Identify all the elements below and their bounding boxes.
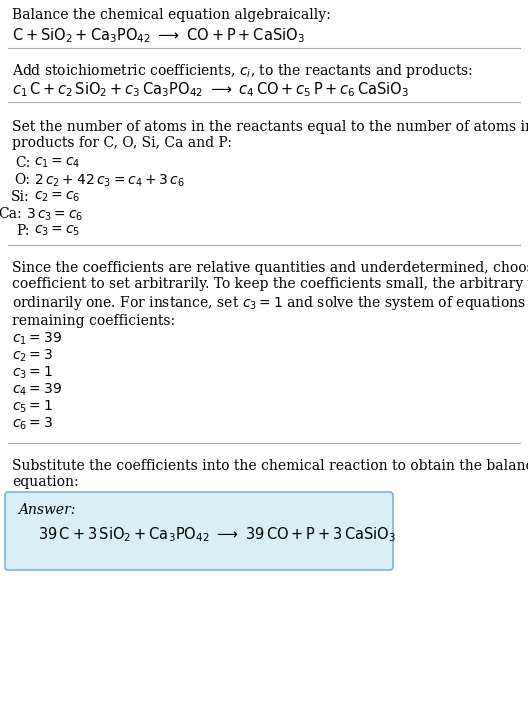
Text: $c_2 = c_6$: $c_2 = c_6$ — [34, 190, 80, 204]
Text: $2\,c_2 + 42\,c_3 = c_4 + 3\,c_6$: $2\,c_2 + 42\,c_3 = c_4 + 3\,c_6$ — [34, 173, 185, 190]
Text: $c_1 = 39$: $c_1 = 39$ — [12, 331, 62, 347]
Text: C:: C: — [15, 156, 30, 170]
Text: Balance the chemical equation algebraically:: Balance the chemical equation algebraica… — [12, 8, 331, 22]
Text: $c_1\,\mathrm{C} + c_2\,\mathrm{SiO_2} + c_3\,\mathrm{Ca_3PO_{42}}\ \longrightar: $c_1\,\mathrm{C} + c_2\,\mathrm{SiO_2} +… — [12, 80, 409, 99]
Text: $c_2 = 3$: $c_2 = 3$ — [12, 348, 53, 364]
Text: $c_5 = 1$: $c_5 = 1$ — [12, 399, 53, 415]
Text: Add stoichiometric coefficients, $c_i$, to the reactants and products:: Add stoichiometric coefficients, $c_i$, … — [12, 62, 473, 80]
Text: $c_3 = c_5$: $c_3 = c_5$ — [34, 224, 80, 238]
Text: $3\,c_3 = c_6$: $3\,c_3 = c_6$ — [26, 207, 83, 223]
Text: Set the number of atoms in the reactants equal to the number of atoms in the
pro: Set the number of atoms in the reactants… — [12, 120, 528, 150]
Text: $c_3 = 1$: $c_3 = 1$ — [12, 365, 53, 382]
FancyBboxPatch shape — [5, 492, 393, 570]
Text: Ca:: Ca: — [0, 207, 22, 221]
Text: $39\,\mathrm{C} + 3\,\mathrm{SiO_2} + \mathrm{Ca_3PO_{42}}\ \longrightarrow\ 39\: $39\,\mathrm{C} + 3\,\mathrm{SiO_2} + \m… — [38, 525, 396, 543]
Text: $c_1 = c_4$: $c_1 = c_4$ — [34, 156, 80, 170]
Text: $c_6 = 3$: $c_6 = 3$ — [12, 416, 53, 432]
Text: P:: P: — [16, 224, 30, 238]
Text: $\mathrm{C + SiO_2 + Ca_3PO_{42}\ \longrightarrow\ CO + P + CaSiO_3}$: $\mathrm{C + SiO_2 + Ca_3PO_{42}\ \longr… — [12, 26, 305, 44]
Text: Substitute the coefficients into the chemical reaction to obtain the balanced
eq: Substitute the coefficients into the che… — [12, 459, 528, 489]
Text: Since the coefficients are relative quantities and underdetermined, choose a
coe: Since the coefficients are relative quan… — [12, 261, 528, 328]
Text: Si:: Si: — [12, 190, 30, 204]
Text: Answer:: Answer: — [18, 503, 76, 517]
Text: O:: O: — [14, 173, 30, 187]
Text: $c_4 = 39$: $c_4 = 39$ — [12, 382, 62, 398]
